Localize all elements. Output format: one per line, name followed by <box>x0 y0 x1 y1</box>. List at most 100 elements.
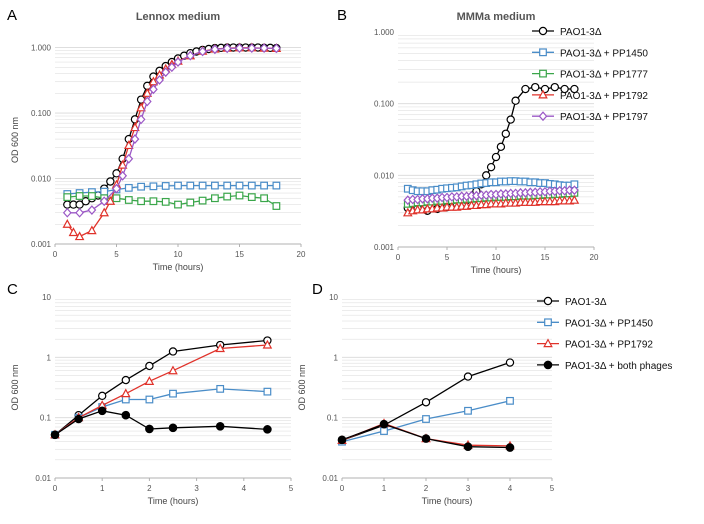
data-point <box>379 419 389 429</box>
legend-label: PAO1-3Δ + PP1777 <box>560 70 648 81</box>
legend-marker <box>539 48 547 57</box>
x-tick-label: 20 <box>590 253 599 262</box>
panel-label: B <box>337 7 347 24</box>
data-point <box>223 192 232 201</box>
data-point <box>506 115 515 124</box>
x-tick-label: 0 <box>396 253 401 262</box>
data-point <box>63 193 72 202</box>
panel-a: 0 5 10 15 20 0.001 0.010 0.100 1.000 A Lennox medi… <box>7 7 306 272</box>
y-tick-label: 0.001 <box>374 243 395 252</box>
panel-label: A <box>7 7 17 24</box>
series-line <box>67 47 277 214</box>
data-point <box>174 181 182 190</box>
data-point <box>74 414 83 424</box>
legend-marker <box>539 69 547 78</box>
data-point <box>216 384 225 393</box>
data-point <box>506 396 514 405</box>
data-point <box>100 187 109 196</box>
y-tick-label: 10 <box>329 293 338 302</box>
data-point <box>215 421 225 431</box>
data-point <box>106 177 115 186</box>
x-tick-label: 0 <box>53 250 58 259</box>
data-point <box>148 84 158 95</box>
chart-title: MMMa medium <box>457 11 536 23</box>
data-point <box>570 84 579 94</box>
data-point <box>105 195 116 205</box>
series-line <box>66 47 277 238</box>
legend-item: PAO1-3Δ + PP1450 <box>532 48 648 59</box>
x-tick-label: 5 <box>114 250 119 259</box>
data-point <box>120 388 131 398</box>
legend-label: PAO1-3Δ <box>565 297 607 308</box>
x-tick-label: 3 <box>466 484 471 493</box>
data-point <box>137 197 146 206</box>
x-tick-label: 1 <box>382 484 387 493</box>
data-point <box>75 207 85 218</box>
data-point <box>186 198 195 207</box>
series-5 <box>62 43 281 218</box>
data-point <box>99 196 109 207</box>
series-1 <box>50 336 272 440</box>
x-tick-label: 2 <box>147 484 152 493</box>
legend-label: PAO1-3Δ + PP1792 <box>565 340 653 351</box>
data-point <box>121 410 131 420</box>
data-point <box>87 192 96 200</box>
data-point <box>167 62 177 73</box>
data-point <box>247 43 257 54</box>
data-point <box>87 225 97 235</box>
legend-marker <box>538 26 548 36</box>
data-point <box>149 182 158 191</box>
data-point <box>272 181 281 190</box>
data-point <box>112 183 121 194</box>
x-tick-label: 5 <box>289 484 294 493</box>
series-5 <box>403 185 579 206</box>
panel-b: 0 5 10 15 20 0.001 0.010 0.100 1.000 B MMMa medium… <box>337 7 599 275</box>
data-point <box>505 358 515 367</box>
data-point <box>173 57 183 67</box>
data-point <box>569 194 580 204</box>
data-point <box>185 50 195 61</box>
x-axis-title: Time (hours) <box>422 496 473 506</box>
x-tick-label: 0 <box>340 484 345 493</box>
data-point <box>260 181 268 190</box>
y-tick-label: 1 <box>47 353 52 362</box>
data-point <box>75 192 84 200</box>
data-point <box>68 227 79 237</box>
chart-title: Lennox medium <box>136 11 221 23</box>
x-tick-label: 15 <box>541 253 550 262</box>
panel-label: D <box>312 281 323 298</box>
data-point <box>421 434 431 443</box>
data-point <box>531 82 540 92</box>
legend-item: PAO1-3Δ + PP1792 <box>532 89 648 102</box>
data-point <box>235 191 244 200</box>
y-tick-label: 10 <box>42 293 51 302</box>
data-point <box>168 423 178 433</box>
data-point <box>501 129 510 138</box>
data-point <box>211 194 219 203</box>
data-point <box>62 219 73 228</box>
data-point <box>211 181 219 190</box>
data-point <box>463 442 473 452</box>
y-tick-label: 0.01 <box>322 474 338 483</box>
x-axis-title: Time (hours) <box>471 265 522 275</box>
x-axis-title: Time (hours) <box>148 496 199 506</box>
x-tick-label: 5 <box>445 253 450 262</box>
data-point <box>482 171 491 180</box>
data-point <box>491 152 501 162</box>
legend-label: PAO1-3Δ + PP1450 <box>560 48 648 59</box>
data-point <box>87 205 97 215</box>
y-axis-title: OD 600 nm <box>297 364 307 410</box>
legend-item: PAO1-3Δ + PP1792 <box>537 338 653 351</box>
data-point <box>223 181 232 190</box>
data-point <box>145 361 154 371</box>
legend-marker <box>538 111 548 122</box>
legend-item: PAO1-3Δ <box>532 26 602 38</box>
data-point <box>161 67 171 78</box>
data-point <box>169 389 177 398</box>
data-point <box>50 430 60 440</box>
series-4 <box>50 406 272 440</box>
y-tick-label: 0.010 <box>31 175 52 184</box>
data-point <box>161 197 170 206</box>
x-tick-label: 10 <box>174 250 183 259</box>
